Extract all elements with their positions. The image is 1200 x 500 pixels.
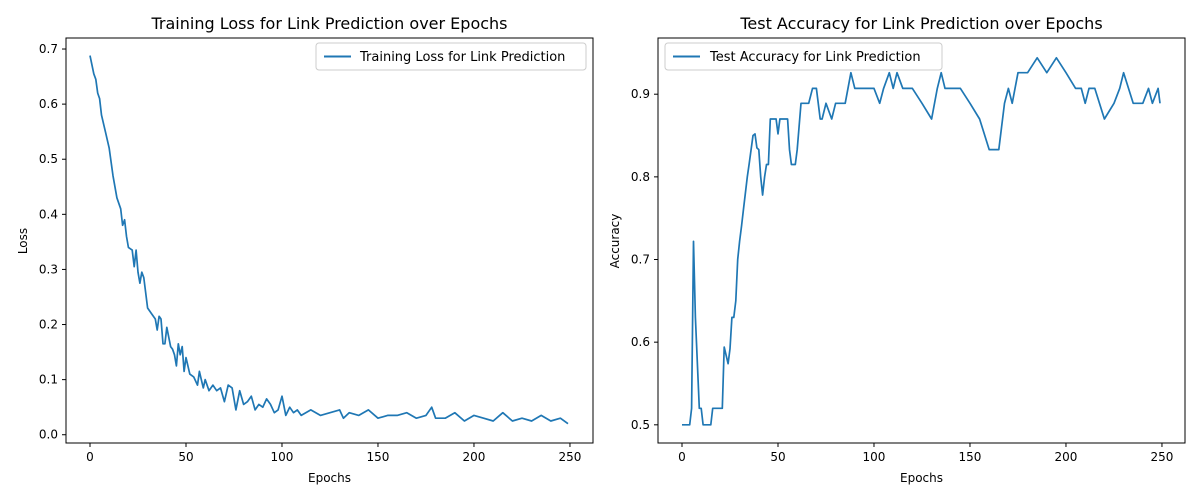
x-axis-label: Epochs [308,471,351,485]
y-tick-label: 0.2 [39,318,58,332]
y-tick-label: 0.6 [39,97,58,111]
x-tick-label: 250 [1151,450,1174,464]
x-axis-label: Epochs [900,471,943,485]
x-tick-label: 0 [86,450,94,464]
x-tick-label: 200 [1055,450,1078,464]
x-tick-label: 50 [178,450,193,464]
x-tick-label: 100 [863,450,886,464]
y-tick-label: 0.3 [39,262,58,276]
y-tick-label: 0.6 [631,335,650,349]
y-tick-label: 0.7 [631,253,650,267]
y-axis-label: Accuracy [608,214,622,269]
chart-title: Training Loss for Link Prediction over E… [151,14,508,33]
series-line [89,55,569,425]
legend-box [315,42,587,71]
x-tick-label: 200 [463,450,486,464]
chart-title: Test Accuracy for Link Prediction over E… [739,14,1102,33]
plot-frame [65,37,594,444]
y-tick-label: 0.5 [631,418,650,432]
legend-box [664,42,943,71]
plot-lines [89,55,569,425]
y-axis-label: Loss [16,228,30,254]
axis-ticks: 0 50 100 150 200 250 0.5 0.6 0.7 0.8 0.9 [631,87,1174,464]
y-tick-label: 0.1 [39,373,58,387]
test-accuracy-chart: Test Accuracy for Link Prediction over E… [608,14,1186,485]
plot-frame [657,37,1186,444]
x-tick-label: 0 [678,450,686,464]
training-loss-chart: Training Loss for Link Prediction over E… [16,14,594,485]
x-tick-label: 100 [271,450,294,464]
y-tick-label: 0.8 [631,170,650,184]
legend-label: Training Loss for Link Prediction [359,50,565,65]
legend: Training Loss for Link Prediction [315,42,587,71]
plot-lines [682,56,1161,426]
axis-ticks: 0 50 100 150 200 250 0.0 0.1 0.2 0.3 0.4 0.5 0.6 0.7 [39,42,582,464]
x-tick-label: 50 [770,450,785,464]
legend: Test Accuracy for Link Prediction [664,42,943,71]
y-tick-label: 0.7 [39,42,58,56]
y-tick-label: 0.9 [631,87,650,101]
x-tick-label: 150 [959,450,982,464]
x-tick-label: 250 [559,450,582,464]
y-tick-label: 0.5 [39,152,58,166]
x-tick-label: 150 [367,450,390,464]
series-line [682,56,1161,426]
y-tick-label: 0.0 [39,428,58,442]
y-tick-label: 0.4 [39,207,58,221]
legend-label: Test Accuracy for Link Prediction [709,50,921,65]
